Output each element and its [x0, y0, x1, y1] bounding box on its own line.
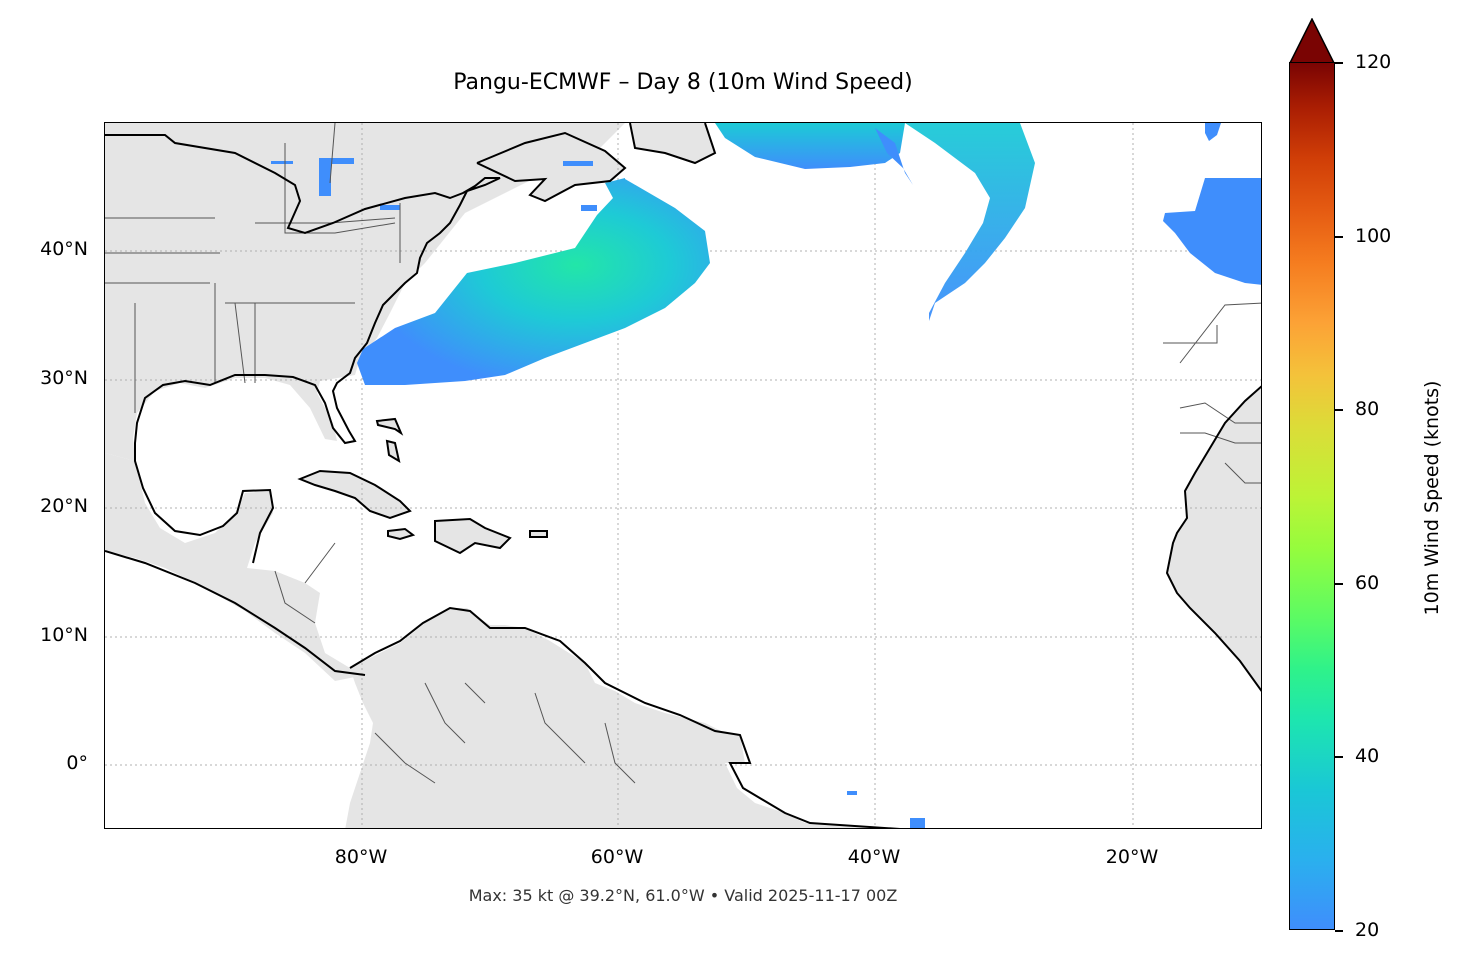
- x-tick-80w: 80°W: [334, 846, 388, 868]
- y-tick-20n: 20°N: [40, 495, 88, 517]
- colorbar-extend-arrow: [1289, 18, 1335, 64]
- map-canvas: [105, 123, 1261, 828]
- colorbar-label-80: 80: [1355, 398, 1380, 420]
- colorbar-label-20: 20: [1355, 919, 1380, 941]
- x-tick-40w: 40°W: [847, 846, 901, 868]
- borders: [105, 123, 1261, 784]
- colorbar-label-100: 100: [1355, 225, 1392, 247]
- colorbar-tick: [1335, 236, 1343, 238]
- x-tick-20w: 20°W: [1105, 846, 1159, 868]
- map-panel: [104, 122, 1262, 829]
- colorbar-tick: [1335, 930, 1343, 932]
- land: [105, 123, 1261, 828]
- colorbar-tick: [1335, 583, 1343, 585]
- colorbar-title: 10m Wind Speed (knots): [1421, 380, 1443, 616]
- wind-field: [271, 123, 1261, 828]
- colorbar-tick: [1335, 62, 1343, 64]
- chart-title: Pangu-ECMWF – Day 8 (10m Wind Speed): [453, 70, 913, 95]
- gridlines: [105, 123, 1261, 828]
- y-tick-0: 0°: [66, 752, 88, 774]
- colorbar-label-60: 60: [1355, 572, 1380, 594]
- x-tick-60w: 60°W: [590, 846, 644, 868]
- max-info-footnote: Max: 35 kt @ 39.2°N, 61.0°W • Valid 2025…: [468, 886, 898, 905]
- y-tick-40n: 40°N: [40, 238, 88, 260]
- colorbar-tick: [1335, 409, 1343, 411]
- colorbar-label-40: 40: [1355, 745, 1380, 767]
- y-tick-10n: 10°N: [40, 624, 88, 646]
- colorbar-tick: [1335, 756, 1343, 758]
- coastlines: [105, 123, 1261, 828]
- y-tick-30n: 30°N: [40, 367, 88, 389]
- colorbar-label-120: 120: [1355, 51, 1392, 73]
- colorbar: [1289, 62, 1335, 930]
